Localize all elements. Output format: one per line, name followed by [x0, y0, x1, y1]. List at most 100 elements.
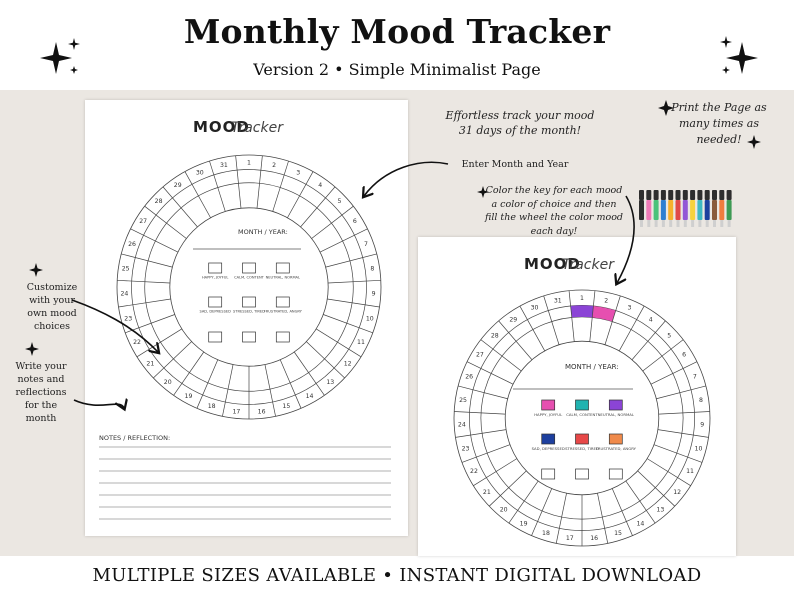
mood-key-box [541, 433, 556, 445]
day-cell [237, 170, 261, 184]
sparkle-icon [29, 263, 43, 277]
day-cell [476, 453, 496, 477]
day-number: 18 [542, 530, 550, 537]
page-title: Monthly Mood Tracker [183, 12, 611, 51]
day-number: 3 [627, 305, 631, 312]
day-number: 15 [282, 403, 290, 410]
month-year-label: MONTH / YEAR: [565, 363, 619, 371]
left-tracker-sheet: MOOD Tracker 1 2 3 4 5 6 7 8 9 10 11 12 13 14 15 16 17 18… [85, 100, 408, 536]
day-number: 5 [337, 198, 341, 205]
day-cell [352, 281, 366, 305]
sparkle-icon [40, 38, 80, 74]
day-number: 22 [470, 468, 478, 475]
day-number: 23 [124, 315, 132, 322]
day-number: 21 [146, 361, 154, 368]
mood-key-box [242, 262, 256, 274]
day-number: 25 [459, 397, 467, 404]
sheet-title-tracker: Tracker [562, 257, 615, 273]
day-number: 28 [155, 198, 163, 205]
day-number: 27 [139, 218, 147, 225]
day-number: 26 [465, 373, 473, 380]
month-year-label: MONTH / YEAR: [238, 228, 288, 236]
mood-key-box [242, 296, 256, 308]
day-number: 25 [122, 265, 130, 272]
day-number: 17 [566, 535, 574, 542]
sparkle-icon [477, 186, 489, 198]
day-cell [469, 412, 482, 435]
day-number: 9 [700, 421, 704, 428]
day-number: 18 [208, 403, 216, 410]
day-number: 3 [296, 170, 300, 177]
mood-key-box [208, 296, 223, 308]
sheet-title-mood: MOOD [193, 118, 250, 136]
day-number: 21 [483, 489, 491, 496]
note-effortless: Effortless track your mood 31 days of th… [445, 109, 595, 137]
sparkle-icon [658, 100, 674, 116]
mood-key-label: STRESSED, TIRED [565, 446, 599, 451]
day-number: 24 [458, 421, 466, 428]
note-print: Print the Page as many times as needed! [671, 101, 767, 146]
mood-key-box [575, 399, 589, 411]
day-cell [570, 305, 594, 318]
day-number: 11 [686, 468, 694, 475]
day-number: 16 [258, 408, 266, 415]
day-cell [214, 170, 239, 187]
mood-key-label: NEUTRAL, NORMAL [266, 276, 300, 280]
sparkle-icon [25, 342, 39, 356]
note-color-key: Color the key for each mood a color of c… [484, 185, 624, 237]
day-number: 14 [306, 393, 314, 400]
day-number: 2 [604, 297, 608, 304]
right-sheet-drawing: MOOD Tracker 1 23456789101112131415161718… [453, 255, 711, 547]
day-cell [682, 412, 695, 435]
day-cell [132, 281, 146, 305]
mood-key-label: HAPPY, JOYFUL [202, 276, 228, 280]
day-number: 26 [128, 241, 136, 248]
mood-key-label: CALM, CONTENT [566, 412, 598, 417]
day-number: 30 [196, 170, 204, 177]
sparkle-icon [720, 36, 758, 74]
day-number: 6 [682, 352, 686, 359]
day-number: 12 [673, 489, 681, 496]
notes-lines [99, 446, 391, 520]
day-number: 8 [370, 265, 374, 272]
day-number: 23 [462, 445, 470, 452]
note-write-notes: Write your notes and reflections for the… [15, 361, 67, 424]
mood-key-box [242, 331, 256, 343]
day-number: 20 [164, 379, 172, 386]
day-number: 7 [364, 241, 368, 248]
day-number: 8 [699, 397, 703, 404]
day-number: 17 [232, 408, 240, 415]
mood-key-box [575, 468, 589, 480]
note-customize: Customize with your own mood choices [26, 282, 78, 332]
day-number: 19 [185, 393, 193, 400]
mood-key-label: SAD, DEPRESSED [532, 446, 565, 451]
day-number: 22 [133, 339, 141, 346]
mood-key-label: FRUSTRATED, ANGRY [596, 446, 637, 451]
mood-key-label: CALM, CONTENT [234, 276, 265, 280]
mood-key-box [541, 468, 556, 480]
day-number: 29 [509, 316, 517, 323]
day-number: 10 [366, 315, 374, 322]
day-number: 28 [491, 332, 499, 339]
day-number: 31 [220, 162, 228, 169]
day-number: 20 [500, 506, 508, 513]
mood-key-label: STRESSED, TIRED [233, 310, 265, 314]
day-number: 13 [326, 379, 334, 386]
day-number: 29 [174, 182, 182, 189]
mood-key-box [608, 399, 623, 411]
mood-key-label: NEUTRAL, NORMAL [598, 412, 635, 417]
day-number: 1 [580, 295, 584, 302]
day-number: 27 [476, 352, 484, 359]
day-number: 9 [372, 290, 376, 297]
day-number: 4 [649, 316, 653, 323]
day-number: 15 [614, 530, 622, 537]
day-number: 2 [272, 162, 276, 169]
day-number: 16 [590, 535, 598, 542]
mood-key-box [608, 433, 623, 445]
mood-key-box [275, 331, 290, 343]
day-cell [668, 453, 688, 477]
sparkle-icon [747, 135, 761, 149]
page-subtitle: Version 2 • Simple Minimalist Page [253, 60, 541, 79]
day-number: 12 [344, 361, 352, 368]
mood-key-box [275, 296, 290, 308]
